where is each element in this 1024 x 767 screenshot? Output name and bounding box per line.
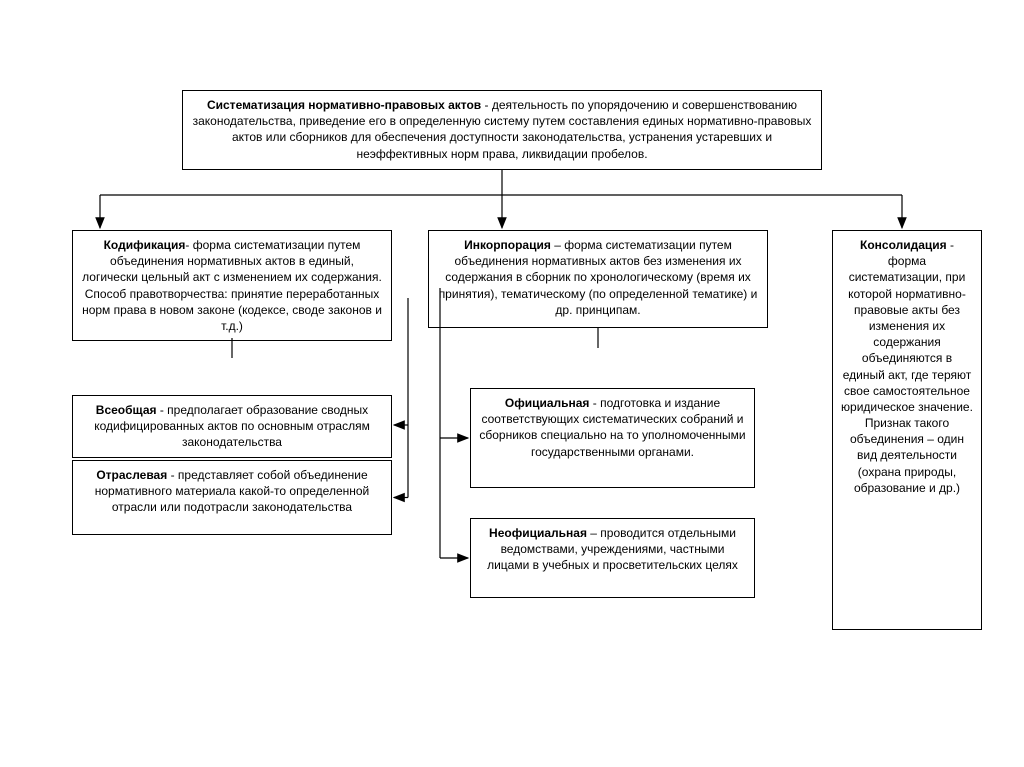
official-box: Официальная - подготовка и издание соотв… bbox=[470, 388, 755, 488]
unofficial-box: Неофициальная – проводится отдельными ве… bbox=[470, 518, 755, 598]
consolidation-box: Консолидация - форма систематизации, при… bbox=[832, 230, 982, 630]
sectoral-box: Отраслевая - представляет собой объедине… bbox=[72, 460, 392, 535]
root-definition-box: Систематизация нормативно-правовых актов… bbox=[182, 90, 822, 170]
universal-box: Всеобщая - предполагает образование свод… bbox=[72, 395, 392, 458]
codification-box: Кодификация- форма систематизации путем … bbox=[72, 230, 392, 341]
incorporation-box: Инкорпорация – форма систематизации путе… bbox=[428, 230, 768, 328]
